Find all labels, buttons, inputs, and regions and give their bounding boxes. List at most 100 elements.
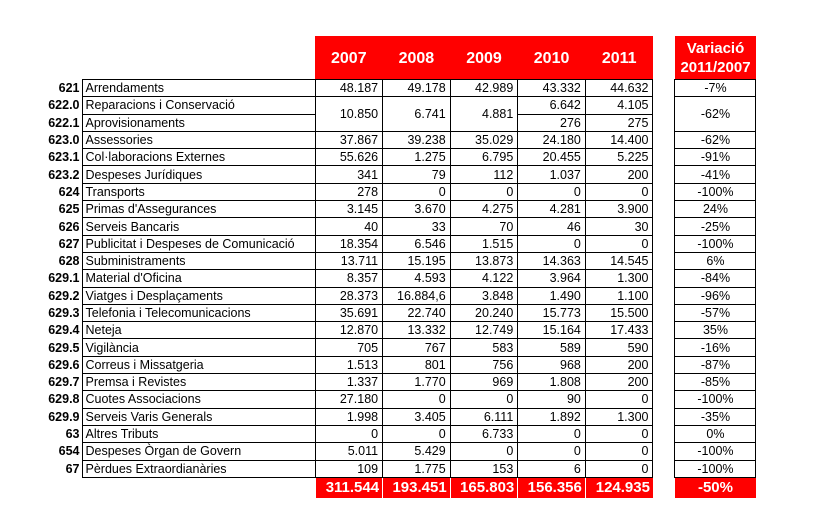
value-cell: 3.900 (584, 200, 654, 219)
value-cell: 1.300 (584, 269, 654, 288)
table-row: 629.9 Serveis Varis Generals 1.998 3.405 6.1… (40, 407, 757, 426)
value-cell: 0 (584, 442, 654, 461)
value-cell: 8.357 (314, 269, 384, 288)
account-name: Serveis Bancaris (81, 217, 316, 236)
value-cell: 3.405 (382, 407, 451, 426)
value-cell: 6.111 (449, 407, 519, 426)
value-cell: 0 (584, 424, 654, 444)
year-header-2011: 2011 (601, 49, 637, 67)
variation-cell: -100% (674, 390, 757, 409)
year-header-2007: 2007 (331, 49, 367, 67)
table-row: 621 Arrendaments 48.187 49.178 42.989 43.332 4… (40, 78, 757, 98)
account-code: 629.7 (48, 375, 80, 390)
value-cell: 1.100 (584, 286, 654, 305)
value-cell: 3.964 (517, 269, 586, 288)
account-name: Transports (81, 182, 316, 202)
account-name: Cuotes Associacions (81, 390, 316, 409)
account-code: 626 (58, 219, 80, 234)
value-cell: 767 (382, 338, 451, 357)
value-cell: 589 (517, 338, 586, 357)
account-code: 629.5 (48, 340, 80, 355)
value-cell: 0 (449, 390, 519, 409)
account-name: Premsa i Revistes (81, 373, 316, 392)
value-cell: 0 (382, 424, 451, 444)
table-row: 629.1 Material d'Oficina 8.357 4.593 4.122 3.… (40, 269, 757, 288)
table-row: 626 Serveis Bancaris 40 33 70 46 30 -25% (40, 217, 757, 236)
value-cell: 4.281 (517, 200, 586, 219)
value-cell: 15.195 (382, 251, 451, 271)
account-name: Material d'Oficina (81, 269, 316, 288)
account-name: Assessories (81, 130, 316, 150)
value-cell: 0 (382, 182, 451, 202)
value-cell: 0 (382, 390, 451, 409)
value-cell: 37.867 (314, 130, 384, 150)
value-cell: 5.011 (314, 442, 384, 461)
value-cell: 39.238 (382, 130, 451, 150)
column-gap (653, 235, 675, 252)
variation-cell: -85% (674, 373, 757, 392)
account-name: Col·laboracions Externes (81, 148, 316, 167)
value-cell: 70 (449, 217, 519, 236)
value-cell: 3.670 (382, 200, 451, 219)
value-cell: 0 (449, 442, 519, 461)
value-cell: 0 (517, 424, 586, 444)
variation-header: Variació 2011/2007 (675, 36, 756, 79)
account-name: Pèrdues Extraordianàries (81, 459, 316, 478)
column-gap (653, 460, 675, 477)
value-cell: 30 (584, 217, 654, 236)
total-value-cell: 124.935 (584, 477, 653, 499)
value-cell: 35.029 (449, 130, 519, 150)
variation-cell: -100% (674, 459, 757, 478)
value-cell: 46 (517, 217, 586, 236)
value-cell: 278 (314, 182, 384, 202)
column-gap (653, 425, 675, 442)
account-name: Despeses Òrgan de Govern (81, 442, 316, 461)
total-variation-cell: -50% (674, 477, 756, 499)
account-name: Neteja (81, 321, 316, 340)
variation-cell: -57% (674, 303, 757, 323)
variation-cell: -62% (674, 130, 757, 150)
variation-cell: -96% (674, 286, 757, 305)
totals-code-spacer (40, 477, 82, 498)
value-cell: 90 (517, 390, 586, 409)
table-row: 628 Subministraments 13.711 15.195 13.873 14.… (40, 251, 757, 271)
column-gap (653, 149, 675, 166)
variation-header-line1: Variació (686, 39, 745, 57)
account-name: Altres Tributs (81, 424, 316, 444)
account-code: 63 (65, 427, 80, 442)
account-name: Arrendaments (81, 78, 316, 98)
value-cell: 6.795 (449, 148, 519, 167)
value-cell: 1.037 (517, 165, 586, 184)
account-code: 67 (65, 461, 80, 476)
variation-cell: -87% (674, 355, 757, 375)
account-name: Despeses Jurídiques (81, 165, 316, 184)
column-gap (653, 356, 675, 373)
account-code: 622.1 (48, 115, 80, 130)
value-cell: 0 (584, 390, 654, 409)
column-gap (653, 97, 675, 114)
total-value-cell: 193.451 (382, 477, 451, 499)
column-gap (653, 374, 675, 391)
table-row: 654 Despeses Òrgan de Govern 5.011 5.429 0 0 0… (40, 442, 757, 461)
value-cell: 49.178 (382, 78, 451, 98)
table-row: 629.3 Telefonia i Telecomunicacions 35.691… (40, 303, 757, 323)
value-cell: 79 (382, 165, 451, 184)
value-cell: 4.593 (382, 269, 451, 288)
account-name: Primas d'Assegurances (81, 200, 316, 219)
table-row: 629.5 Vigilància 705 767 583 589 590 -16% (40, 338, 757, 357)
column-gap (653, 339, 675, 356)
table-row: 629.6 Correus i Missatgeria 1.513 801 756 968… (40, 355, 757, 375)
account-code: 629.6 (48, 357, 80, 372)
account-code: 622.0 (48, 98, 80, 113)
value-cell: 276 (517, 113, 586, 132)
value-cell: 109 (314, 459, 384, 478)
value-cell: 1.515 (449, 234, 519, 253)
value-cell: 200 (584, 165, 654, 184)
column-gap (653, 218, 675, 235)
value-cell: 3.848 (449, 286, 519, 305)
total-value-cell: 156.356 (517, 477, 586, 499)
column-gap (653, 322, 675, 339)
table-row: 629.4 Neteja 12.870 13.332 12.749 15.164 17.43… (40, 321, 757, 340)
column-gap (653, 201, 675, 218)
value-cell: 27.180 (314, 390, 384, 409)
